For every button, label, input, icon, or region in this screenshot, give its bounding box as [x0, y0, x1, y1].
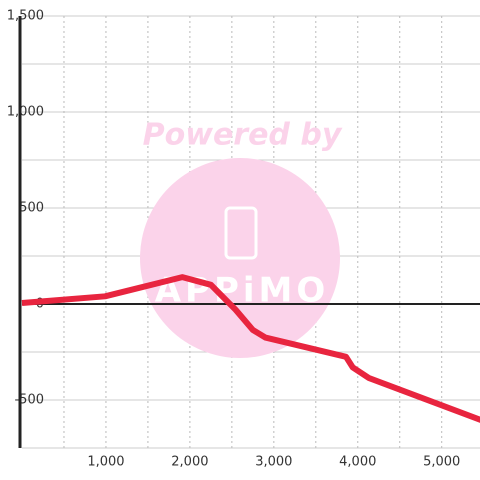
x-tick-label: 5,000 — [423, 455, 460, 470]
y-tick-label: 1,500 — [7, 9, 44, 24]
watermark-icon — [224, 206, 258, 260]
x-tick-label: 1,000 — [87, 455, 124, 470]
x-tick-label: 4,000 — [339, 455, 376, 470]
x-tick-label: 3,000 — [255, 455, 292, 470]
y-tick-label: 1,000 — [7, 105, 44, 120]
y-tick-label: 500 — [19, 201, 44, 216]
data-line — [21, 274, 480, 423]
y-tick-label: -500 — [14, 393, 44, 408]
x-tick-label: 2,000 — [171, 455, 208, 470]
watermark: Powered by APPiMO — [140, 118, 343, 358]
watermark-text: Powered by — [143, 118, 343, 153]
